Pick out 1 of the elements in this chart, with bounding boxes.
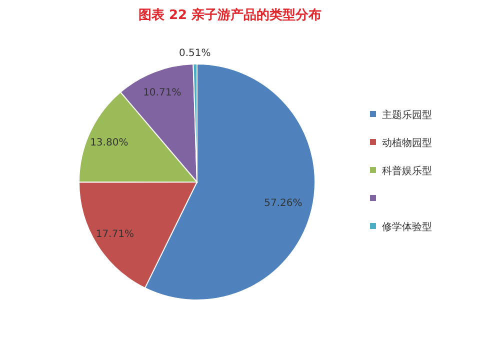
title: 图表 22 亲子游产品的类型分布 (138, 8, 322, 23)
